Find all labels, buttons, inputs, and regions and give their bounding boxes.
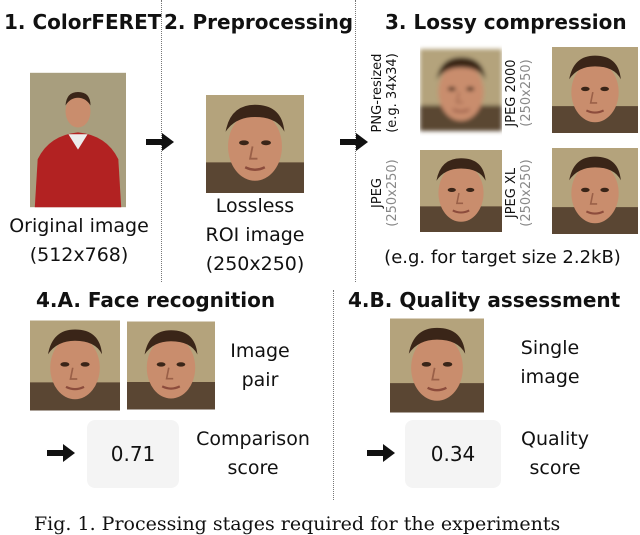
quality-score-label-1: Quality bbox=[521, 428, 589, 450]
figure-caption: Fig. 1. Processing stages required for t… bbox=[34, 513, 561, 535]
image-pair-2 bbox=[127, 320, 215, 411]
png-resized-label: PNG-resized (e.g. 34x34) bbox=[370, 53, 400, 133]
original-image bbox=[30, 72, 126, 208]
quality-score-value: 0.34 bbox=[405, 420, 501, 488]
section-title-face-recognition: 4.A. Face recognition bbox=[36, 288, 276, 312]
comparison-score-value: 0.71 bbox=[87, 420, 179, 488]
jpegxl-label: JPEG XL (250x250) bbox=[504, 159, 534, 227]
section-title-lossy-compression: 3. Lossy compression bbox=[385, 10, 627, 34]
jpeg-label: JPEG (250x250) bbox=[370, 159, 400, 227]
arrow-right-icon bbox=[146, 133, 174, 151]
arrow-right-icon bbox=[367, 444, 395, 462]
comparison-score-label-1: Comparison bbox=[196, 428, 310, 450]
arrow-right-icon bbox=[340, 133, 368, 151]
original-image-size: (512x768) bbox=[29, 244, 129, 266]
compression-note: (e.g. for target size 2.2kB) bbox=[384, 247, 621, 268]
roi-image bbox=[206, 95, 304, 193]
image-pair-label-2: pair bbox=[241, 369, 279, 391]
section-title-quality-assessment: 4.B. Quality assessment bbox=[348, 288, 621, 312]
section-title-colorferet: 1. ColorFERET bbox=[4, 10, 162, 34]
original-image-label: Original image bbox=[9, 215, 149, 237]
image-pair-1 bbox=[30, 319, 120, 412]
image-pair-label-1: Image bbox=[230, 340, 290, 362]
roi-label-1: Lossless bbox=[215, 195, 295, 217]
single-image-label-1: Single bbox=[520, 337, 580, 359]
arrow-right-icon bbox=[47, 444, 75, 462]
roi-label-2: ROI image bbox=[205, 224, 305, 246]
jpegxl-image bbox=[552, 146, 638, 236]
quality-score-label-2: score bbox=[529, 457, 581, 479]
jpeg2000-label: JPEG 2000 (250x250) bbox=[504, 59, 534, 127]
jpeg2000-image bbox=[552, 45, 638, 135]
divider-3 bbox=[333, 290, 334, 500]
single-image-label-2: image bbox=[520, 366, 580, 388]
jpeg-image bbox=[420, 148, 502, 234]
png-resized-image bbox=[420, 47, 502, 133]
single-image bbox=[390, 318, 484, 413]
comparison-score-label-2: score bbox=[227, 457, 279, 479]
roi-label-3: (250x250) bbox=[205, 253, 305, 275]
section-title-preprocessing: 2. Preprocessing bbox=[164, 10, 354, 34]
